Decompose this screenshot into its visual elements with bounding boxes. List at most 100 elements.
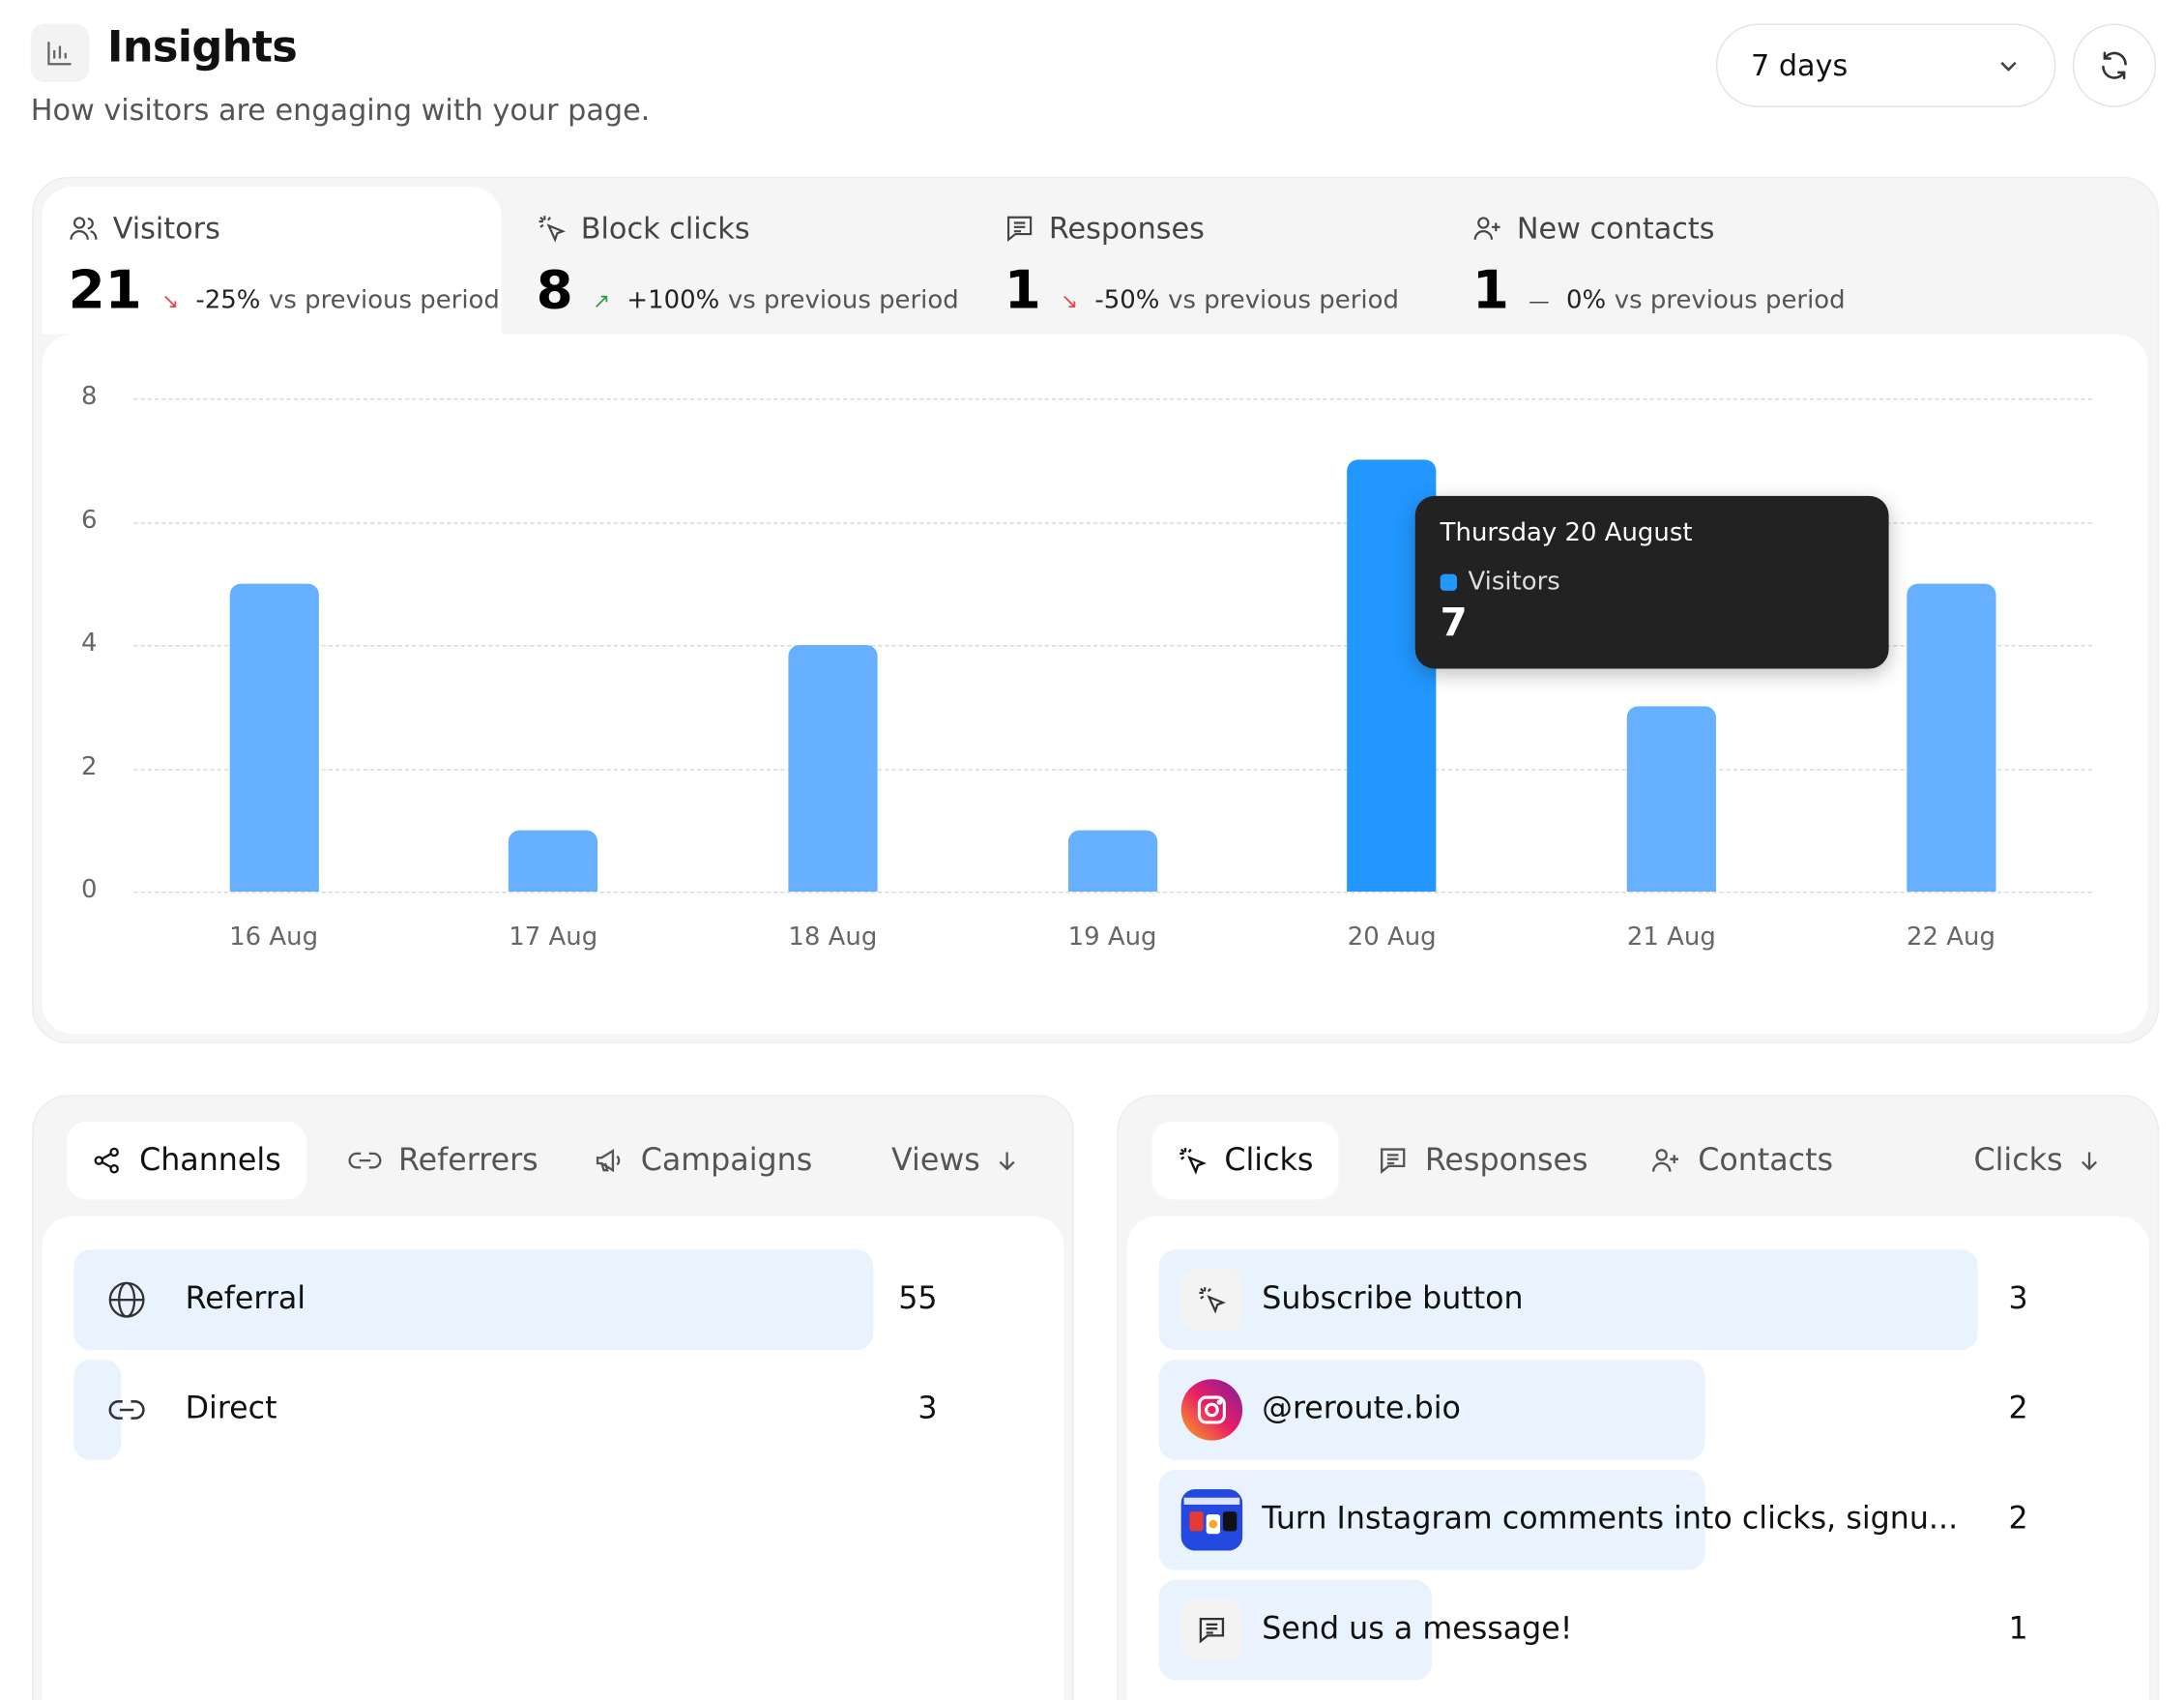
metric-change-suffix: vs previous period: [269, 285, 500, 315]
series-color-swatch: [1440, 572, 1457, 591]
trend-down-icon: ↘: [1061, 288, 1079, 314]
x-tick-label: 21 Aug: [1626, 922, 1716, 952]
list-item-instagram-link[interactable]: @reroute.bio 2: [1158, 1360, 2120, 1460]
tab-label: Channels: [139, 1143, 281, 1179]
tab-contacts[interactable]: Contacts: [1625, 1122, 1858, 1200]
tab-clicks[interactable]: Clicks: [1151, 1121, 1339, 1200]
post-thumbnail-image: [1180, 1489, 1243, 1551]
page-title: Insights: [106, 22, 298, 73]
tab-label: Campaigns: [640, 1143, 813, 1179]
row-count: 3: [917, 1392, 938, 1427]
globe-icon: [96, 1269, 157, 1330]
page-subtitle: How visitors are engaging with your page…: [30, 93, 651, 128]
metric-label: New contacts: [1516, 211, 1715, 246]
instagram-icon: [1180, 1379, 1243, 1441]
chart-bar-16-aug[interactable]: [228, 583, 319, 893]
metric-value: 1: [1004, 258, 1041, 321]
trend-down-icon: ↘: [160, 288, 180, 314]
date-range-select[interactable]: 7 days: [1715, 23, 2056, 107]
tab-campaigns[interactable]: Campaigns: [568, 1122, 837, 1200]
row-count: 3: [2008, 1281, 2028, 1317]
sort-label: Clicks: [1973, 1143, 2063, 1179]
chart-gridline: [133, 768, 2092, 770]
row-count: 2: [2008, 1392, 2028, 1427]
tooltip-value: 7: [1440, 599, 1468, 646]
tab-label: Clicks: [1224, 1143, 1314, 1179]
row-bar: [73, 1360, 122, 1460]
x-tick-label: 20 Aug: [1347, 922, 1437, 952]
row-count: 55: [898, 1281, 938, 1317]
megaphone-icon: [596, 1148, 621, 1173]
metric-change: -25%: [195, 285, 261, 315]
metric-tab-new-contacts[interactable]: New contacts 1 — 0% vs previous period: [1445, 187, 1905, 335]
metric-change-suffix: vs previous period: [727, 285, 959, 315]
row-label: Subscribe button: [1262, 1281, 1524, 1317]
list-item-referral[interactable]: Referral 55: [73, 1249, 1034, 1351]
list-item-subscribe-button[interactable]: Subscribe button 3: [1158, 1249, 2120, 1351]
x-tick-label: 16 Aug: [229, 922, 319, 952]
sort-label: Views: [891, 1143, 980, 1179]
y-tick-label: 6: [80, 505, 98, 535]
x-tick-label: 19 Aug: [1067, 922, 1157, 952]
chart-gridline: [133, 892, 2092, 894]
date-range-value: 7 days: [1750, 48, 1849, 83]
chart-bar-17-aug[interactable]: [509, 830, 598, 893]
chart-bar-19-aug[interactable]: [1067, 830, 1157, 893]
metric-tab-responses[interactable]: Responses 1 ↘ -50% vs previous period: [977, 187, 1437, 335]
metric-change-suffix: vs previous period: [1614, 285, 1846, 315]
arrow-down-icon: [999, 1152, 1015, 1171]
chart-tooltip: Thursday 20 August Visitors 7: [1414, 495, 1889, 669]
row-bar: [1158, 1249, 1978, 1351]
x-tick-label: 17 Aug: [509, 922, 598, 952]
metric-tab-visitors[interactable]: Visitors 21 ↘ -25% vs previous period: [42, 187, 502, 335]
list-item-instagram-comments-post[interactable]: Turn Instagram comments into clicks, sig…: [1158, 1469, 2120, 1570]
row-bar: [1158, 1469, 1705, 1570]
refresh-button[interactable]: [2072, 23, 2157, 107]
tooltip-date: Thursday 20 August: [1440, 517, 1693, 548]
click-icon: [539, 216, 567, 243]
chart-bar-22-aug[interactable]: [1906, 583, 1996, 893]
trend-up-icon: ↗: [592, 288, 611, 314]
users-icon: [70, 217, 98, 240]
chevron-down-icon: [2000, 61, 2017, 72]
metric-change: 0%: [1565, 285, 1607, 315]
click-icon: [1180, 1269, 1243, 1331]
row-label: Referral: [185, 1281, 306, 1317]
y-tick-label: 0: [80, 874, 98, 905]
x-tick-label: 22 Aug: [1907, 922, 1995, 952]
user-plus-icon: [1651, 1149, 1679, 1172]
user-plus-icon: [1473, 217, 1500, 240]
metric-change: -50%: [1094, 285, 1160, 315]
metric-change-suffix: vs previous period: [1168, 285, 1399, 315]
tab-responses[interactable]: Responses: [1353, 1122, 1614, 1200]
tab-referrers[interactable]: Referrers: [323, 1122, 563, 1200]
chart-gridline: [133, 521, 2092, 523]
y-tick-label: 4: [80, 628, 98, 659]
chart-bar-21-aug[interactable]: [1626, 706, 1716, 893]
insights-logo-icon: [30, 23, 90, 83]
message-icon: [1381, 1148, 1406, 1175]
metric-label: Block clicks: [580, 211, 750, 246]
metric-label: Visitors: [112, 211, 220, 246]
click-icon: [1179, 1148, 1207, 1175]
y-tick-label: 2: [80, 751, 98, 781]
chart-bar-18-aug[interactable]: [788, 645, 878, 893]
metric-value: 1: [1471, 258, 1509, 321]
x-tick-label: 18 Aug: [788, 922, 878, 952]
list-item-direct[interactable]: Direct 3: [73, 1360, 1034, 1460]
row-label: Turn Instagram comments into clicks, sig…: [1262, 1502, 1959, 1538]
row-label: Direct: [185, 1392, 277, 1427]
sort-by-clicks-button[interactable]: Clicks: [1973, 1122, 2101, 1200]
metric-tab-block-clicks[interactable]: Block clicks 8 ↗ +100% vs previous perio…: [510, 187, 969, 335]
list-item-send-message[interactable]: Send us a message! 1: [1158, 1579, 2120, 1681]
y-tick-label: 8: [80, 381, 98, 412]
sort-by-views-button[interactable]: Views: [891, 1122, 1019, 1200]
row-count: 1: [2008, 1611, 2028, 1647]
row-label: @reroute.bio: [1262, 1392, 1461, 1427]
message-icon: [1006, 216, 1033, 243]
link-icon: [96, 1379, 157, 1440]
share-icon: [94, 1147, 119, 1174]
tab-channels[interactable]: Channels: [67, 1121, 306, 1200]
tab-label: Responses: [1424, 1143, 1588, 1179]
row-bar: [73, 1249, 874, 1351]
